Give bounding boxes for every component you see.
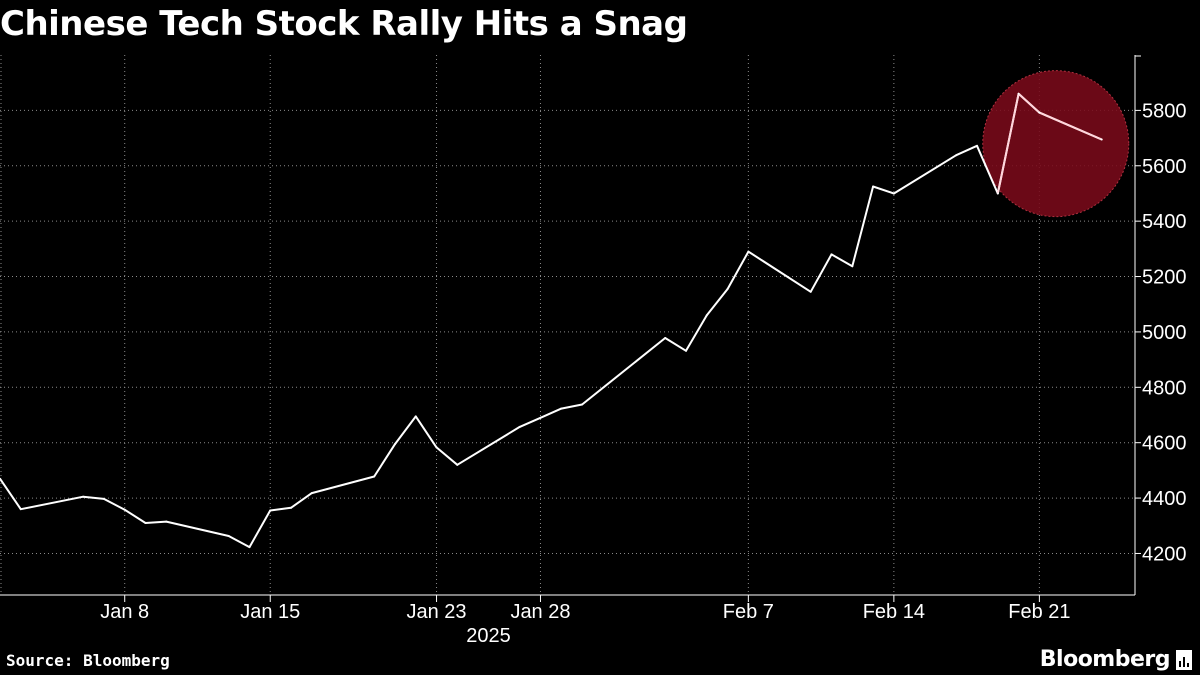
highlighted-series-segment — [996, 92, 1103, 194]
data-point — [414, 415, 417, 418]
axis-layer: 4200 4400 4600 4800 5000 5200 5400 5600 5800 Jan … — [0, 55, 1187, 647]
data-point — [851, 265, 854, 268]
data-point — [456, 463, 459, 466]
data-point — [144, 522, 147, 524]
data-point — [19, 508, 22, 511]
data-point — [310, 492, 313, 495]
data-point — [248, 546, 251, 549]
data-point — [976, 144, 979, 147]
data-point — [747, 250, 750, 253]
data-point — [393, 443, 396, 446]
data-point — [892, 192, 895, 195]
chart-title: Chinese Tech Stock Rally Hits a Snag — [0, 4, 688, 44]
data-point — [435, 446, 438, 449]
data-point — [518, 425, 521, 428]
x-tick-label: Feb 21 — [1008, 601, 1070, 623]
data-point — [1100, 138, 1103, 141]
x-year-label: 2025 — [466, 625, 511, 647]
y-tick-label: 4200 — [1142, 543, 1187, 565]
data-point — [123, 508, 126, 511]
x-tick-label: Jan 28 — [510, 601, 570, 623]
data-point — [102, 497, 105, 500]
y-tick-label: 5200 — [1142, 267, 1187, 289]
brand-name: Bloomberg — [1039, 647, 1171, 672]
data-point — [165, 520, 168, 523]
y-tick-label: 5800 — [1142, 100, 1187, 122]
data-point — [82, 495, 85, 498]
highlight-layer — [982, 70, 1130, 218]
y-tick-label: 5400 — [1142, 211, 1187, 233]
bloomberg-chart-icon — [1176, 649, 1192, 670]
data-point — [830, 253, 833, 256]
y-tick-label: 5000 — [1142, 322, 1187, 344]
data-point — [1038, 111, 1041, 114]
data-point — [581, 403, 584, 406]
data-point — [705, 314, 708, 317]
highlight-circle — [982, 70, 1130, 218]
y-tick-label: 4600 — [1142, 433, 1187, 455]
y-tick-label: 4800 — [1142, 377, 1187, 399]
data-point — [290, 506, 293, 509]
data-point — [1017, 92, 1020, 95]
data-point — [560, 407, 563, 410]
data-point — [373, 475, 376, 478]
data-point — [955, 154, 958, 157]
grid-layer — [0, 55, 1135, 595]
data-point — [872, 185, 875, 188]
data-point — [269, 509, 272, 512]
y-tick-label: 4400 — [1142, 488, 1187, 510]
brand-logo: Bloomberg — [1040, 647, 1192, 672]
source-note: Source: Bloomberg — [6, 651, 170, 670]
series-line — [0, 92, 1103, 549]
x-tick-label: Jan 8 — [100, 601, 149, 623]
data-point — [227, 535, 230, 538]
data-point — [0, 477, 1, 480]
line-layer — [0, 92, 1103, 549]
data-point — [664, 337, 667, 340]
data-point — [996, 192, 999, 195]
x-tick-label: Jan 23 — [407, 601, 467, 623]
data-point — [684, 349, 687, 352]
data-point — [539, 416, 542, 419]
x-tick-label: Feb 14 — [863, 601, 925, 623]
x-tick-label: Jan 15 — [240, 601, 300, 623]
data-point — [726, 288, 729, 290]
x-tick-label: Feb 7 — [723, 601, 774, 623]
y-tick-label: 5600 — [1142, 156, 1187, 178]
data-point — [809, 290, 812, 293]
